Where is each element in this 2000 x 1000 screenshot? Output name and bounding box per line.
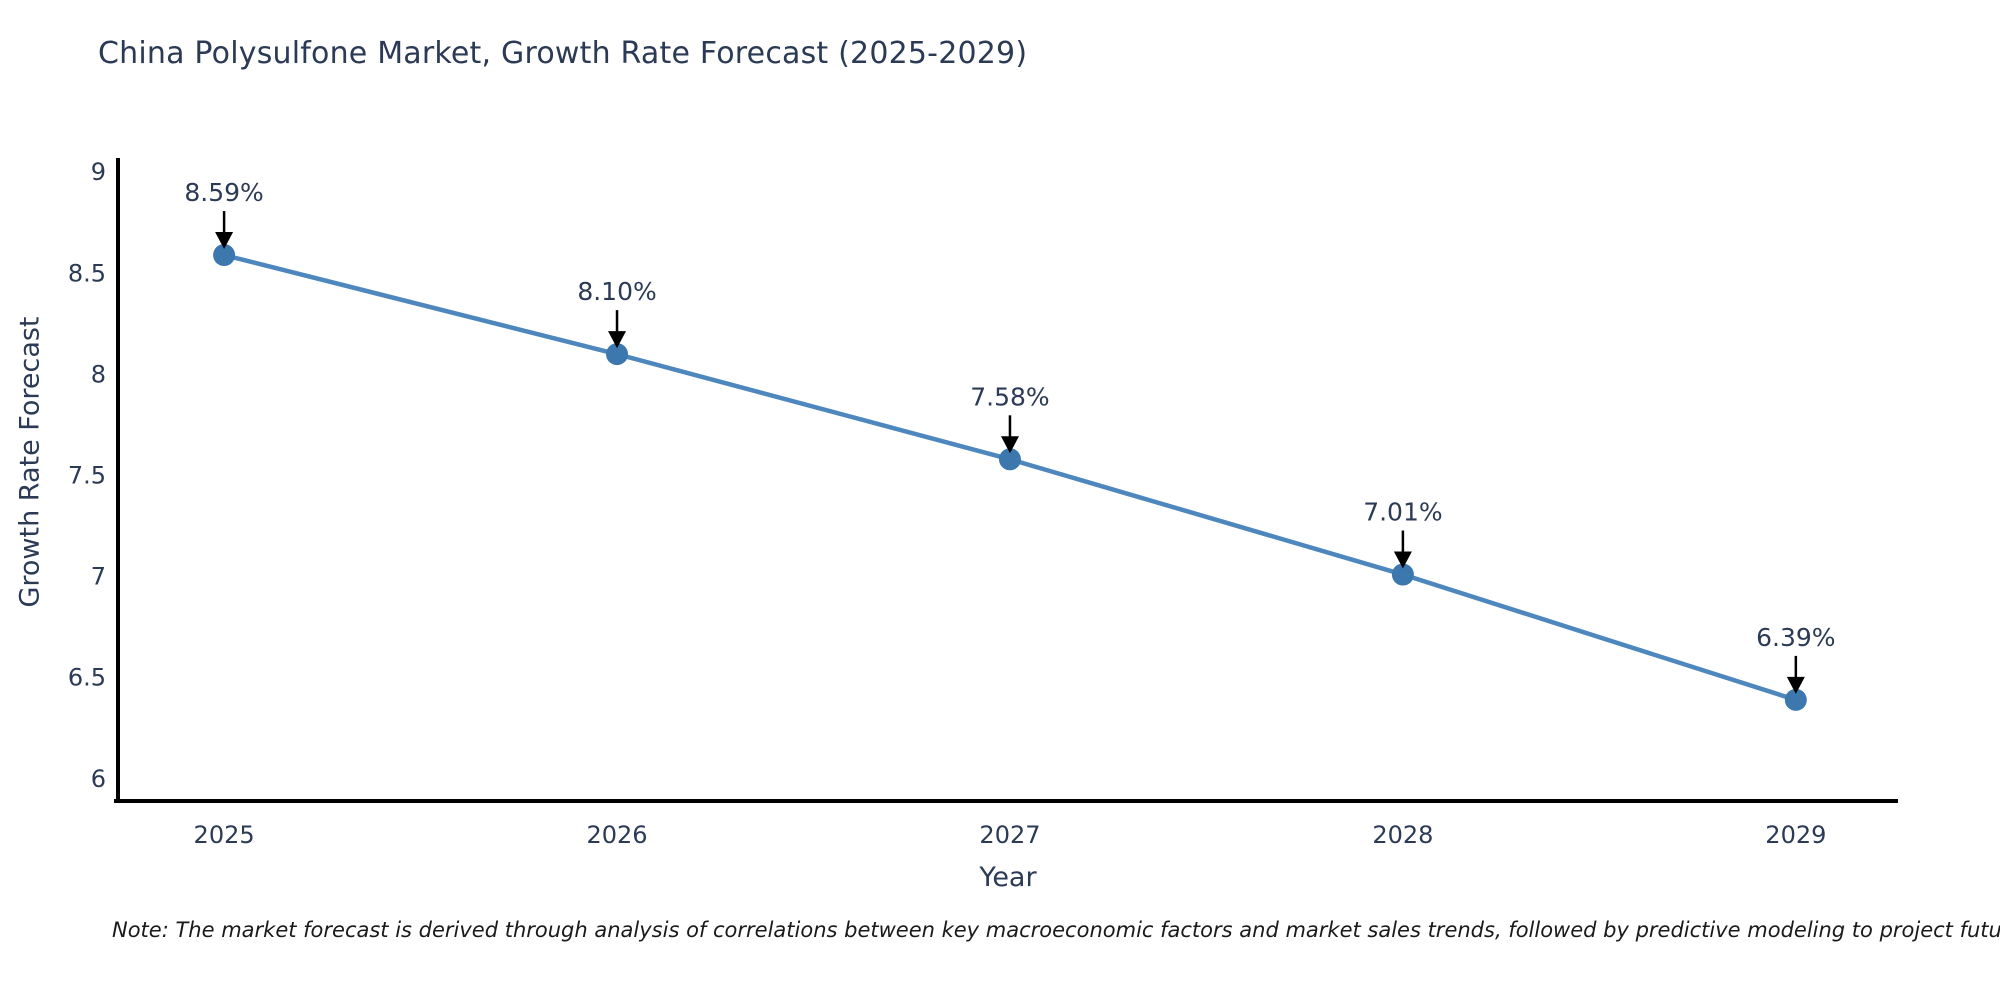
y-tick-label: 9 [91, 158, 106, 186]
x-tick-label: 2025 [194, 821, 255, 849]
annotation-label: 7.58% [970, 382, 1049, 411]
trend-line [221, 252, 1799, 703]
y-axis-title: Growth Rate Forecast [14, 316, 46, 608]
x-tick-label: 2029 [1765, 821, 1826, 849]
annotation-arrowhead [1786, 676, 1805, 694]
annotation-arrowhead [1393, 551, 1412, 569]
y-tick-label: 7.5 [68, 461, 106, 489]
annotation-label: 8.59% [184, 178, 263, 207]
annotation-label: 6.39% [1756, 623, 1835, 652]
chart-title: China Polysulfone Market, Growth Rate Fo… [98, 36, 1028, 71]
annotation-arrowhead [608, 331, 627, 349]
data-point [606, 343, 629, 366]
data-point [213, 244, 236, 267]
y-tick-label: 8 [91, 360, 106, 388]
x-tick-label: 2027 [979, 821, 1040, 849]
annotation-label: 7.01% [1363, 498, 1442, 527]
y-tick-label: 6 [91, 765, 106, 793]
y-tick-label: 8.5 [68, 259, 106, 287]
data-point [998, 448, 1021, 471]
data-point [1391, 563, 1414, 586]
annotation-label: 8.10% [577, 277, 656, 306]
y-tick-label: 7 [91, 563, 106, 591]
y-tick-label: 6.5 [68, 664, 106, 692]
data-point [1784, 688, 1807, 711]
footnote: Note: The market forecast is derived thr… [112, 918, 2000, 942]
annotation-arrowhead [215, 232, 234, 250]
x-tick-label: 2026 [586, 821, 647, 849]
annotation-arrowhead [1000, 436, 1019, 454]
x-tick-label: 2028 [1372, 821, 1433, 849]
x-axis-title: Year [979, 862, 1037, 893]
